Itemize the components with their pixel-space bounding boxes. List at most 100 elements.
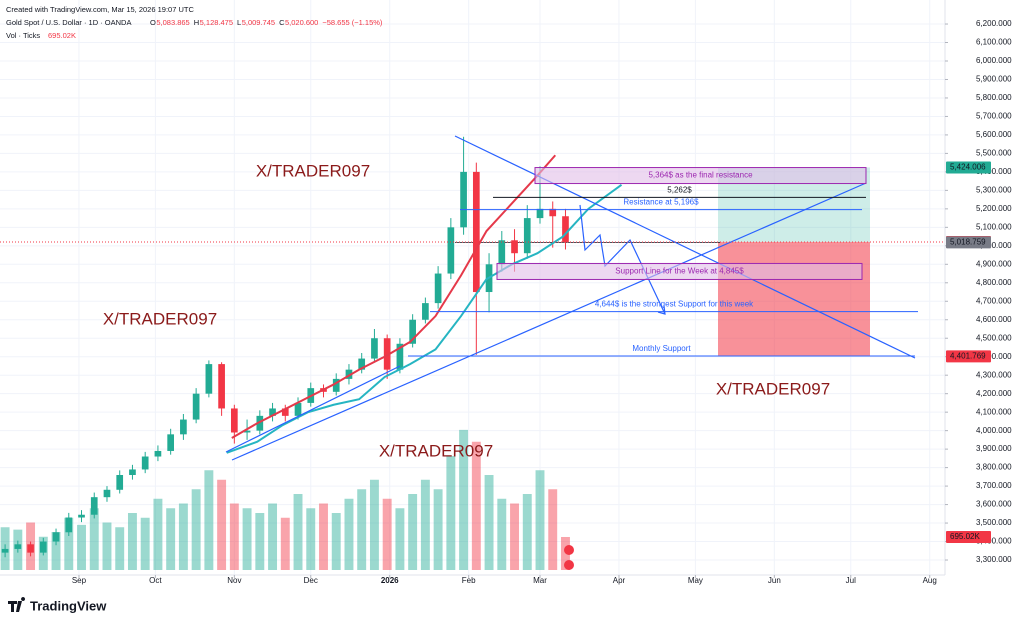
volume-bar [535,470,545,570]
created-note: Created with TradingView.com, Mar 15, 20… [6,5,194,14]
volume-bar [446,456,456,570]
candle-body [562,216,569,243]
candle-body [511,240,518,254]
candle-body [14,544,22,549]
y-tick-label: 3,900.000 [976,444,1012,453]
ohlc: O 5,083.865 H 5,128.475 L 5,009.745 C 5,020.600… [150,18,383,27]
trend-line [225,365,401,453]
volume-bar [306,508,316,570]
volume-value: 695.02K [48,31,76,40]
level-box [496,262,863,280]
y-tick-label: 5,200.000 [976,204,1012,213]
y-tick-label: 5,500.000 [976,149,1012,158]
volume-bar [382,498,392,570]
y-tick-label: 4,900.000 [976,259,1012,268]
level-box [534,167,867,185]
change: −58.655 (−1.15%) [322,18,383,27]
volume-bar [115,527,125,570]
level-label: Resistance at 5,196$ [623,198,699,207]
candle-body [434,273,442,304]
candle-body [498,240,506,265]
y-tick-label: 5,100.000 [976,222,1012,231]
y-tick-label: 3,700.000 [976,481,1012,490]
candle-body [345,369,353,379]
candle-body [523,218,531,254]
candle-body [243,430,251,433]
arrow-head [657,305,666,315]
candle-body [1,548,9,553]
drawings [225,135,916,461]
volume-bar [357,489,367,570]
y-tick-label: 4,400.000 [976,352,1012,361]
y-tick-label: 5,900.000 [976,75,1012,84]
volume-bar [319,503,328,570]
volume-bar [369,479,379,570]
volume-bar [522,494,532,570]
ohlc-value: 5,128.475 [200,18,233,27]
volume-bar [420,479,430,570]
x-tick-label: 2026 [381,576,399,585]
candle-body [154,450,162,457]
volume-badge-label: 695.02K [950,532,980,541]
y-tick-label: 4,300.000 [976,370,1012,379]
x-tick-label: Feb [462,576,476,585]
y-tick-label: 3,500.000 [976,518,1012,527]
volume-bar [497,498,507,570]
volume-bar [229,503,239,570]
moving-average [231,154,557,439]
candle-body [332,378,340,392]
candle-body [205,364,213,394]
price-badge [946,350,991,363]
candle-body [65,517,73,533]
event-icon [564,560,574,570]
x-tick-label: Aug [923,576,937,585]
y-tick-label: 4,600.000 [976,315,1012,324]
candle-body [230,408,238,433]
x-tick-label: Mar [533,576,547,585]
logo [8,597,26,612]
candle-body [78,514,85,518]
candle-body [396,343,404,370]
candle-body [103,489,111,498]
ohlc-value: 5,020.600 [285,18,318,27]
watermark: X/TRADER097 [716,379,830,398]
moving-average [226,184,623,454]
price-badge-label: 5,424.006 [950,163,986,172]
candle-body [192,393,200,420]
x-tick-label: Oct [149,576,162,585]
volume-bar [255,513,265,570]
candle-body [549,208,557,217]
ohlc-key: L [237,18,241,27]
footer: TradingView [8,597,107,613]
y-tick-label: 5,300.000 [976,185,1012,194]
path-arrow [579,204,666,315]
ohlc-value: 5,009.745 [242,18,275,27]
ohlc-key: H [194,18,199,27]
event-icons [564,545,574,570]
header: Created with TradingView.com, Mar 15, 20… [6,5,383,40]
volume-bar [331,513,341,570]
candle-body [422,303,429,320]
y-tick-label: 4,000.000 [976,426,1012,435]
y-tick-label: 6,000.000 [976,56,1012,65]
watermark: X/TRADER097 [103,309,217,328]
level-label: 5,364$ as the final resistance [648,171,753,180]
volume-bar [395,508,405,570]
candle-body [90,497,98,515]
candle-body [383,338,391,370]
volume-bar [484,475,494,570]
volume-bar [548,489,558,570]
ohlc-key: O [150,18,156,27]
ohlc-key: C [279,18,285,27]
watermark: X/TRADER097 [256,161,370,180]
y-tick-label: 3,400.000 [976,537,1012,546]
candle-body [116,475,124,490]
volume-bar [153,498,163,570]
y-tick-label: 6,100.000 [976,38,1012,47]
volume-bar [408,494,418,570]
candle-body [371,338,378,359]
volume-bar [242,508,252,570]
y-tick-label: 3,300.000 [976,555,1012,564]
price-badge [946,236,991,249]
candle-body [472,171,480,293]
